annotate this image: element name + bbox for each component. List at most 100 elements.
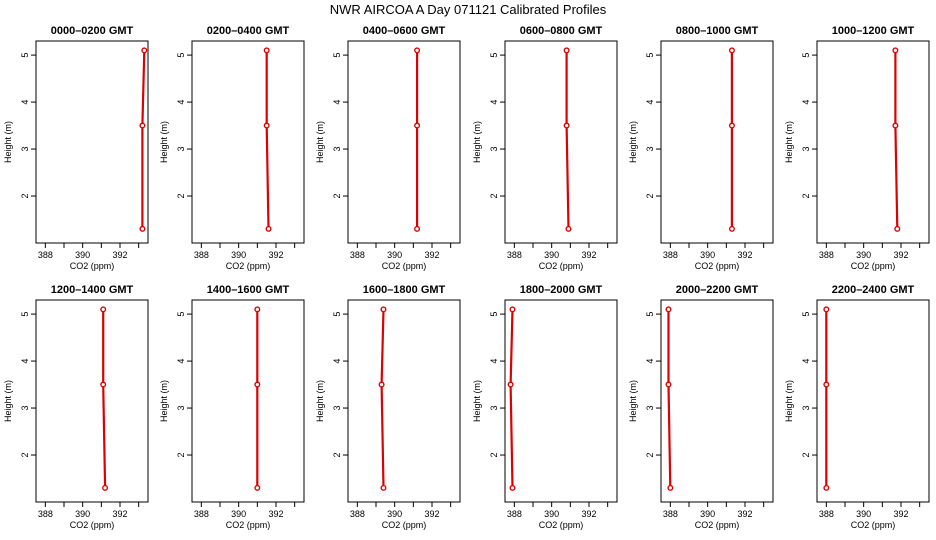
profile-line [265,50,270,229]
profile-point [728,225,735,232]
y-tick-label: 2 [176,453,186,458]
plot-frame [504,299,618,503]
x-tick-label: 388 [507,509,522,519]
x-axis-label: CO2 (ppm) [382,520,427,530]
x-tick-label: 388 [819,509,834,519]
x-axis-label: CO2 (ppm) [695,261,740,271]
y-tick-label: 3 [20,147,30,152]
x-tick-label: 390 [75,509,90,519]
profile-point [892,47,899,54]
y-axis-label: Height (m) [784,121,794,163]
profile-point [728,47,735,54]
x-tick-label: 392 [424,509,439,519]
y-axis-label: Height (m) [159,121,169,163]
x-axis-label: CO2 (ppm) [226,520,271,530]
y-tick-label: 2 [645,453,655,458]
x-tick-label: 388 [350,250,365,260]
y-tick-label: 5 [489,312,499,317]
x-tick-label: 388 [663,250,678,260]
x-axis-label: CO2 (ppm) [851,261,896,271]
y-tick-label: 2 [801,453,811,458]
y-axis-label: Height (m) [628,121,638,163]
y-tick-label: 2 [20,453,30,458]
y-axis-label: Height (m) [3,121,13,163]
plot-frame [347,299,461,503]
y-tick-label: 4 [489,359,499,364]
profile-line [894,50,899,229]
panel-title: 1000–1200 GMT [832,25,915,37]
panel-title: 0400–0600 GMT [363,25,446,37]
profile-point [823,484,830,491]
profile-line [565,50,570,229]
profile-point [667,484,674,491]
plot-frame [660,299,774,503]
plot-frame [35,40,149,244]
x-axis-label: CO2 (ppm) [226,261,271,271]
x-tick-label: 388 [194,509,209,519]
profile-point [509,484,516,491]
y-tick-label: 3 [645,406,655,411]
y-tick-label: 3 [801,406,811,411]
x-tick-label: 390 [700,509,715,519]
y-axis-label: Height (m) [472,380,482,422]
x-tick-label: 390 [75,250,90,260]
profile-point [414,122,421,129]
x-tick-label: 388 [507,250,522,260]
y-tick-label: 3 [176,406,186,411]
x-tick-label: 392 [268,509,283,519]
profile-point [565,225,572,232]
y-tick-label: 3 [332,406,342,411]
y-tick-label: 4 [332,359,342,364]
y-tick-label: 2 [20,194,30,199]
y-tick-label: 2 [645,194,655,199]
x-tick-label: 392 [581,509,596,519]
profile-point [102,484,109,491]
x-axis-label: CO2 (ppm) [539,520,584,530]
profile-point [265,225,272,232]
profile-point [665,381,672,388]
y-tick-label: 4 [645,359,655,364]
x-tick-label: 388 [350,509,365,519]
x-tick-label: 390 [856,250,871,260]
profile-point [823,306,830,313]
profile-point [139,122,146,129]
profile-line [667,309,672,488]
y-tick-label: 3 [20,406,30,411]
panel-title: 1200–1400 GMT [51,284,134,296]
profile-point [100,306,107,313]
panel-title: 1800–2000 GMT [520,284,603,296]
profile-point [414,225,421,232]
x-axis-label: CO2 (ppm) [70,261,115,271]
x-tick-label: 390 [700,250,715,260]
profile-point [254,306,261,313]
y-tick-label: 4 [489,100,499,105]
profile-line [509,309,514,488]
x-tick-label: 392 [112,250,127,260]
y-tick-label: 4 [20,359,30,364]
plot-frame [504,40,618,244]
y-axis-label: Height (m) [628,380,638,422]
y-tick-label: 5 [20,53,30,58]
y-tick-label: 3 [489,406,499,411]
y-axis-label: Height (m) [784,380,794,422]
profile-point [263,122,270,129]
plot-frame [660,40,774,244]
panel-title: 1400–1600 GMT [207,284,290,296]
y-axis-label: Height (m) [159,380,169,422]
profile-line [102,309,107,488]
y-tick-label: 4 [801,359,811,364]
profile-point [563,122,570,129]
panel-title: 0600–0800 GMT [520,25,603,37]
profile-point [507,381,514,388]
y-tick-label: 4 [801,100,811,105]
x-tick-label: 392 [737,250,752,260]
